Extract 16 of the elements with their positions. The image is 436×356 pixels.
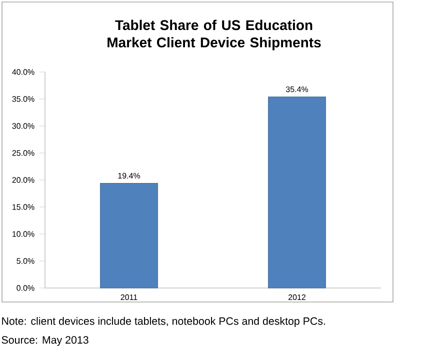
text: Note: client devices include tablets, notebook PCs and desktop PCs. xyxy=(2,317,325,327)
y-tick-label: 5.0% xyxy=(16,258,34,264)
y-tick-label: 10.0% xyxy=(12,231,34,237)
source-note: Source: May 2013 xyxy=(2,336,88,346)
y-tick-label: 20.0% xyxy=(12,177,34,183)
data-label: 19.4% xyxy=(118,172,140,179)
y-tick-label: 15.0% xyxy=(12,204,34,210)
chart-title: Tablet Share of US Education Market Client Device Shipments xyxy=(108,20,321,50)
data-label: 35.4% xyxy=(286,86,308,92)
y-tick-label: 35.0% xyxy=(12,96,34,102)
y-tick-label: 40.0% xyxy=(12,69,34,75)
y-tick-label: 0.0% xyxy=(16,285,34,291)
y-tick-label: 30.0% xyxy=(12,123,34,129)
y-tick-label: 25.0% xyxy=(12,150,34,156)
x-tick-label: 2012 xyxy=(288,294,306,300)
x-tick-label: 2011 xyxy=(120,294,138,300)
